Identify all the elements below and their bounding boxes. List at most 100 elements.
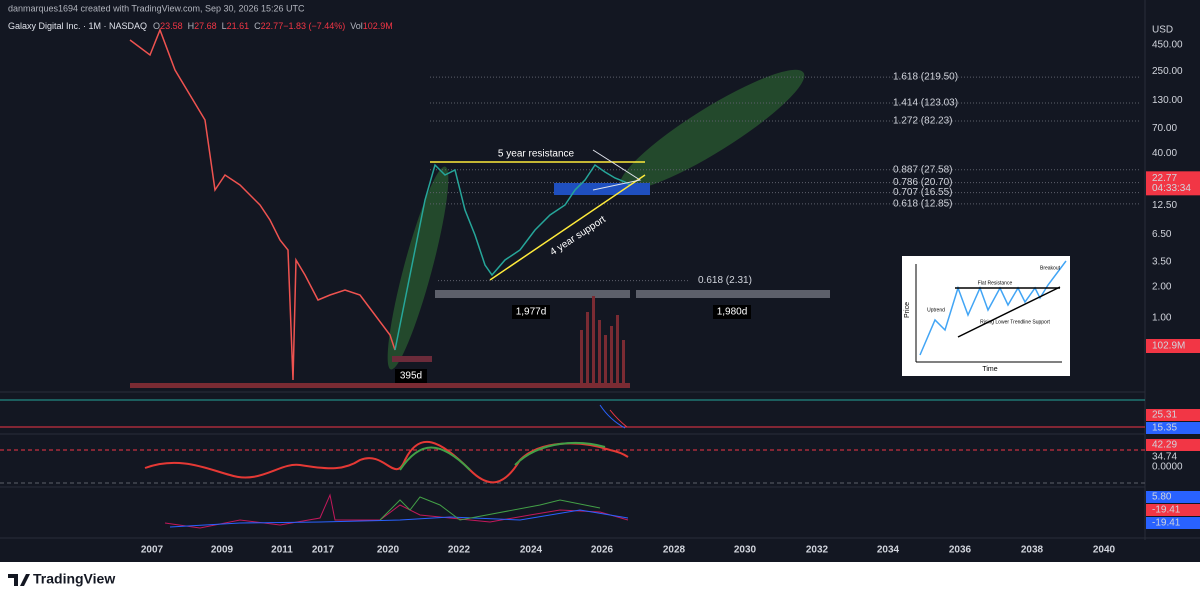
inset-text: Uptrend [927,307,945,313]
fib-label: 0.618 (2.31) [698,275,752,286]
inset: Price Time Uptrend Flat Resistance Break… [902,256,1070,376]
label-bg [512,305,550,319]
ohlc-item: C [254,21,261,31]
indicator-box [1146,451,1200,463]
fib-label: 0.887 (27.58) [893,164,953,175]
time-label: 2011 [271,545,293,556]
ohlc-item: O [153,21,160,31]
price-path [394,163,631,351]
support-line [489,174,646,281]
range-label: 1,980d [717,307,748,318]
footer [0,562,1200,600]
indicator-label: 34.74 [1152,452,1177,463]
indicator-box [1146,504,1200,516]
indicator-box [1146,422,1200,434]
ohlc-item: Vol [350,21,363,31]
label-bg [713,305,751,319]
fib-label: 1.618 (219.50) [893,72,958,83]
time-label: 2038 [1021,545,1044,556]
time-label: 2030 [734,545,757,556]
time-label: 2032 [806,545,829,556]
ohlc-item: −1.83 (−7.44%) [283,21,345,31]
time-label: 2028 [663,545,686,556]
ind-line [169,509,629,528]
time-label: 2020 [377,545,400,556]
ohlc-item: 27.68 [194,21,217,31]
indicator-label: 42.29 [1152,440,1177,451]
time-label: 2040 [1093,545,1116,556]
indicator-label: -19.41 [1152,518,1181,529]
countdown: 04:33:34 [1152,183,1191,194]
price-tick-label: 250.00 [1152,66,1183,77]
indicator-label: 15.35 [1152,423,1177,434]
indicator-box [1146,491,1200,503]
symbol-line: Galaxy Digital Inc. · 1M · NASDAQ O23.58 H… [8,21,393,31]
indicator-label: 5.80 [1152,492,1172,503]
ohlc-item: H [188,21,195,31]
ohlc-item: 102.9M [363,21,393,31]
indicator-label: -19.41 [1152,505,1181,516]
projection [619,69,805,191]
indicator-box [1146,409,1200,421]
zone [554,183,650,195]
resistance-label: 5 year resistance [498,149,575,160]
ohlc-item: 23.58 [160,21,183,31]
price-tick-label: 12.50 [1152,200,1177,211]
range-box [636,290,830,298]
range-label: 395d [400,371,422,382]
fib-label: 0.707 (16.55) [893,187,953,198]
price-tick-label: 1.00 [1152,313,1172,324]
volume-label: 102.9M [1152,341,1185,352]
time-label: 2017 [312,545,335,556]
volume [130,296,630,388]
inset-text: Time [982,366,997,373]
price-path [129,27,396,381]
time-label: 2034 [877,545,900,556]
projection [387,166,449,370]
inset-text: Price [904,302,911,318]
ohlc-item: L [222,21,227,31]
symbol: Galaxy Digital Inc. · 1M · NASDAQ [8,21,147,31]
ohlc-item: 22.77 [261,21,284,31]
range-label: 1,977d [516,307,547,318]
label-bg [395,369,427,383]
indicator-box [1146,461,1200,473]
time-label: 2024 [520,545,543,556]
indicator-label: 0.0000 [1152,462,1183,473]
ind-line [399,442,606,471]
range-box [435,290,630,298]
currency: USD [1152,25,1173,36]
price-tick-label: 3.50 [1152,257,1172,268]
time-label: 2007 [141,545,164,556]
fib-label: 0.618 (12.85) [893,199,953,210]
indicator-box [1146,439,1200,451]
fib-label: 1.272 (82.23) [893,116,953,127]
time-label: 2036 [949,545,972,556]
ind-line [379,496,601,521]
brand: TradingView [33,571,115,587]
fib-label: 1.414 (123.03) [893,98,958,109]
ind-line [599,404,626,429]
fib-label: 0.786 (20.70) [893,177,953,188]
price-tick-label: 6.50 [1152,229,1172,240]
price-tick-label: 40.00 [1152,148,1177,159]
pennant [592,149,642,191]
time-label: 2009 [211,545,234,556]
inset-text: Flat Resistance [978,280,1013,286]
range-box [392,356,432,362]
indicator-label: 25.31 [1152,410,1177,421]
last-price-box [1146,171,1200,196]
ind-line [609,409,628,428]
volume-box [1146,339,1200,353]
price-tick-label: 130.00 [1152,95,1183,106]
logo [8,574,30,586]
time-label: 2026 [591,545,614,556]
credit: danmarques1694 created with TradingView.… [8,3,305,13]
last-price: 22.77 [1152,173,1177,184]
time-label: 2022 [448,545,471,556]
price-tick-label: 70.00 [1152,123,1177,134]
inset-text: Rising Lower Trendline Support [980,319,1050,325]
price-tick-label: 450.00 [1152,40,1183,51]
